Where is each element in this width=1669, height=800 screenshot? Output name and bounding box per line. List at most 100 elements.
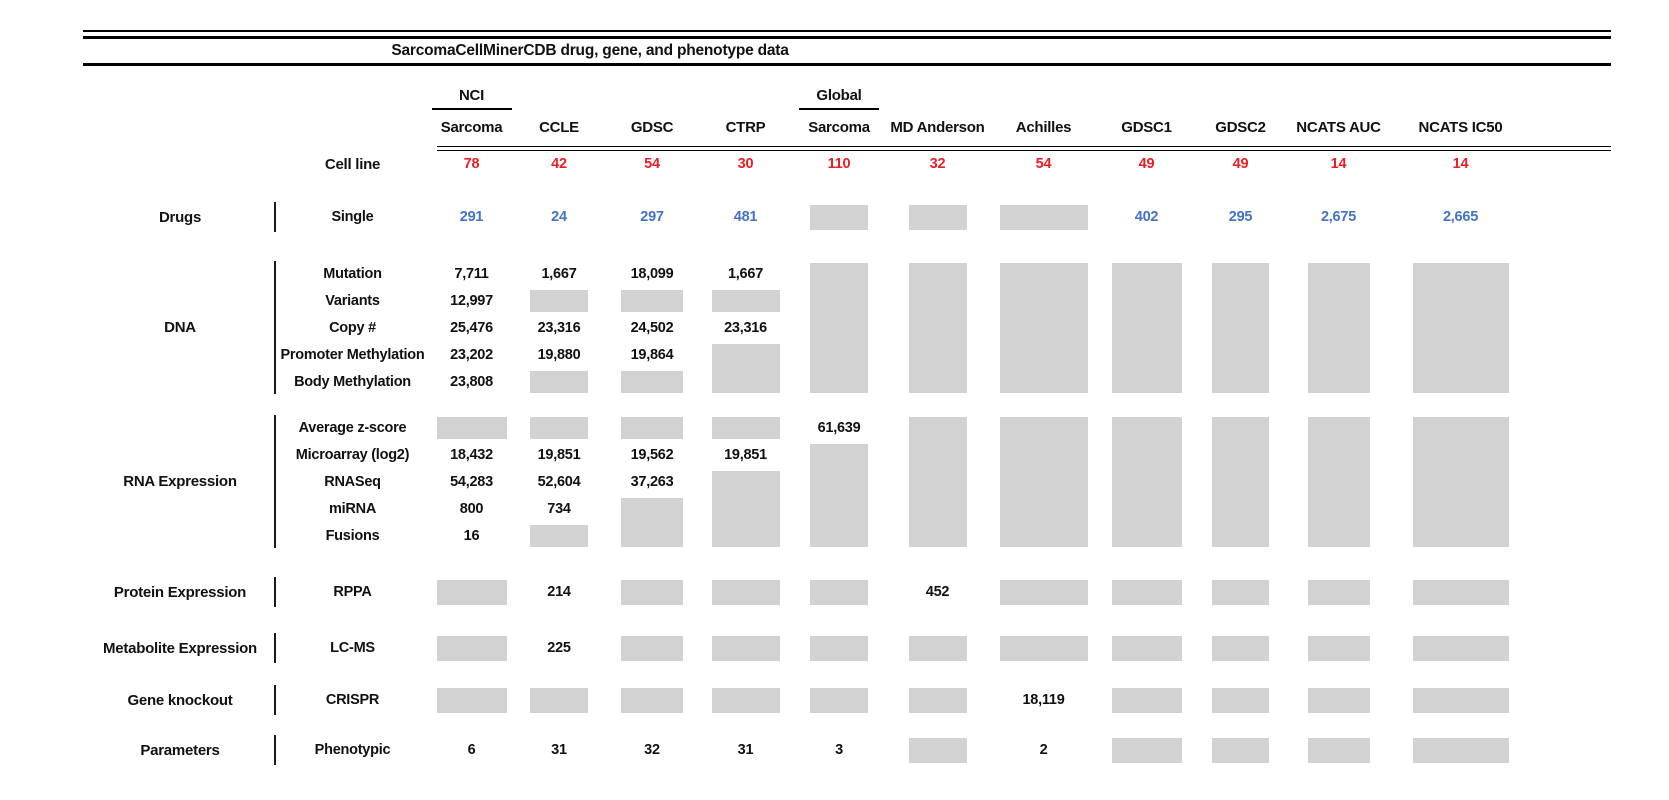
missing-data-box xyxy=(908,737,967,763)
data-cell: 481 xyxy=(733,209,758,225)
missing-data-box xyxy=(999,416,1088,547)
missing-data-box xyxy=(1412,579,1509,605)
missing-data-box xyxy=(908,204,967,230)
missing-data-box xyxy=(621,497,683,547)
header-double-rule-top xyxy=(437,146,1611,148)
cell-line-count: 14 xyxy=(1330,156,1347,172)
missing-data-box xyxy=(530,687,588,713)
missing-data-box xyxy=(908,416,967,547)
missing-data-box xyxy=(1212,579,1269,605)
data-cell: 1,667 xyxy=(727,265,764,282)
data-cell: 23,316 xyxy=(537,319,581,336)
missing-data-box xyxy=(1412,737,1509,763)
missing-data-box xyxy=(530,370,588,393)
category-label: Metabolite Expression xyxy=(103,639,257,657)
data-cell: 19,864 xyxy=(630,346,674,363)
data-cell: 19,851 xyxy=(537,446,581,463)
column-header-achilles: Achilles xyxy=(1015,118,1072,136)
row-label: miRNA xyxy=(328,500,377,517)
missing-data-box xyxy=(1111,416,1182,547)
data-cell: 1,667 xyxy=(541,265,577,282)
column-header-gdsc1: GDSC1 xyxy=(1121,118,1172,136)
data-cell: 31 xyxy=(551,742,567,758)
category-separator-bar xyxy=(274,633,276,663)
category-label: RNA Expression xyxy=(123,473,237,490)
row-label: Phenotypic xyxy=(314,742,391,758)
data-cell: 800 xyxy=(459,500,484,517)
missing-data-box xyxy=(1307,635,1370,661)
row-label: Microarray (log2) xyxy=(295,446,410,463)
missing-data-box xyxy=(810,204,868,230)
missing-data-box xyxy=(1307,416,1370,547)
missing-data-box xyxy=(810,262,868,393)
column-group-underline xyxy=(431,108,512,110)
missing-data-box xyxy=(1111,635,1182,661)
row-label: Single xyxy=(331,209,374,225)
missing-data-box xyxy=(1111,579,1182,605)
row-label: CRISPR xyxy=(325,692,380,708)
cell-line-count: 49 xyxy=(1232,156,1249,172)
column-group-label: Global xyxy=(816,86,862,104)
row-label: RNASeq xyxy=(324,473,381,490)
data-cell: 23,808 xyxy=(450,373,493,390)
column-group-underline xyxy=(799,108,879,110)
data-cell: 6 xyxy=(467,742,476,758)
data-cell: 19,851 xyxy=(724,446,767,463)
row-label: Fusions xyxy=(325,527,380,544)
row-label: Promoter Methylation xyxy=(280,346,425,363)
column-header-md-anderson: MD Anderson xyxy=(890,118,985,136)
missing-data-box xyxy=(1412,687,1509,713)
data-cell: 25,476 xyxy=(450,319,493,336)
data-cell: 2,665 xyxy=(1442,209,1479,225)
data-cell: 297 xyxy=(640,209,664,225)
missing-data-box xyxy=(530,416,588,439)
cell-line-row-label: Cell line xyxy=(324,155,381,173)
category-label: Drugs xyxy=(158,208,202,226)
data-cell: 23,316 xyxy=(724,319,767,336)
cell-line-count: 54 xyxy=(1035,156,1052,172)
missing-data-box xyxy=(711,579,780,605)
data-cell: 18,119 xyxy=(1022,692,1065,708)
missing-data-box xyxy=(711,687,780,713)
missing-data-box xyxy=(1307,579,1370,605)
missing-data-box xyxy=(711,289,780,312)
cell-line-count: 42 xyxy=(551,156,567,172)
cell-line-count: 54 xyxy=(644,156,660,172)
category-label: DNA xyxy=(164,319,196,336)
category-separator-bar xyxy=(274,735,276,765)
missing-data-box xyxy=(999,579,1088,605)
row-label: Copy # xyxy=(329,319,376,336)
column-header-sarcoma: Sarcoma xyxy=(808,118,870,136)
missing-data-box xyxy=(621,635,683,661)
missing-data-box xyxy=(436,687,507,713)
cell-line-count: 32 xyxy=(929,156,946,172)
missing-data-box xyxy=(711,416,780,439)
category-separator-bar xyxy=(274,577,276,607)
data-cell: 2 xyxy=(1039,742,1048,758)
data-cell: 3 xyxy=(835,742,843,758)
category-separator-bar xyxy=(274,202,276,232)
data-cell: 32 xyxy=(644,742,660,758)
data-cell: 18,432 xyxy=(450,446,493,463)
missing-data-box xyxy=(436,635,507,661)
missing-data-box xyxy=(1307,262,1370,393)
missing-data-box xyxy=(1212,416,1269,547)
missing-data-box xyxy=(711,343,780,393)
data-cell: 61,639 xyxy=(817,419,861,436)
title-bottom-rule xyxy=(83,63,1611,66)
top-rule-thin xyxy=(83,30,1611,32)
category-label: Parameters xyxy=(140,741,220,759)
header-double-rule-bottom xyxy=(437,150,1611,152)
missing-data-box xyxy=(711,470,780,547)
missing-data-box xyxy=(1212,737,1269,763)
table-title: SarcomaCellMinerCDB drug, gene, and phen… xyxy=(391,42,789,59)
missing-data-box xyxy=(621,687,683,713)
category-separator-bar xyxy=(274,261,276,394)
missing-data-box xyxy=(530,524,588,547)
data-cell: 19,562 xyxy=(630,446,674,463)
data-cell: 291 xyxy=(459,209,484,225)
missing-data-box xyxy=(436,579,507,605)
data-cell: 24,502 xyxy=(630,319,674,336)
row-label: Body Methylation xyxy=(294,373,411,390)
data-cell: 214 xyxy=(547,584,571,600)
